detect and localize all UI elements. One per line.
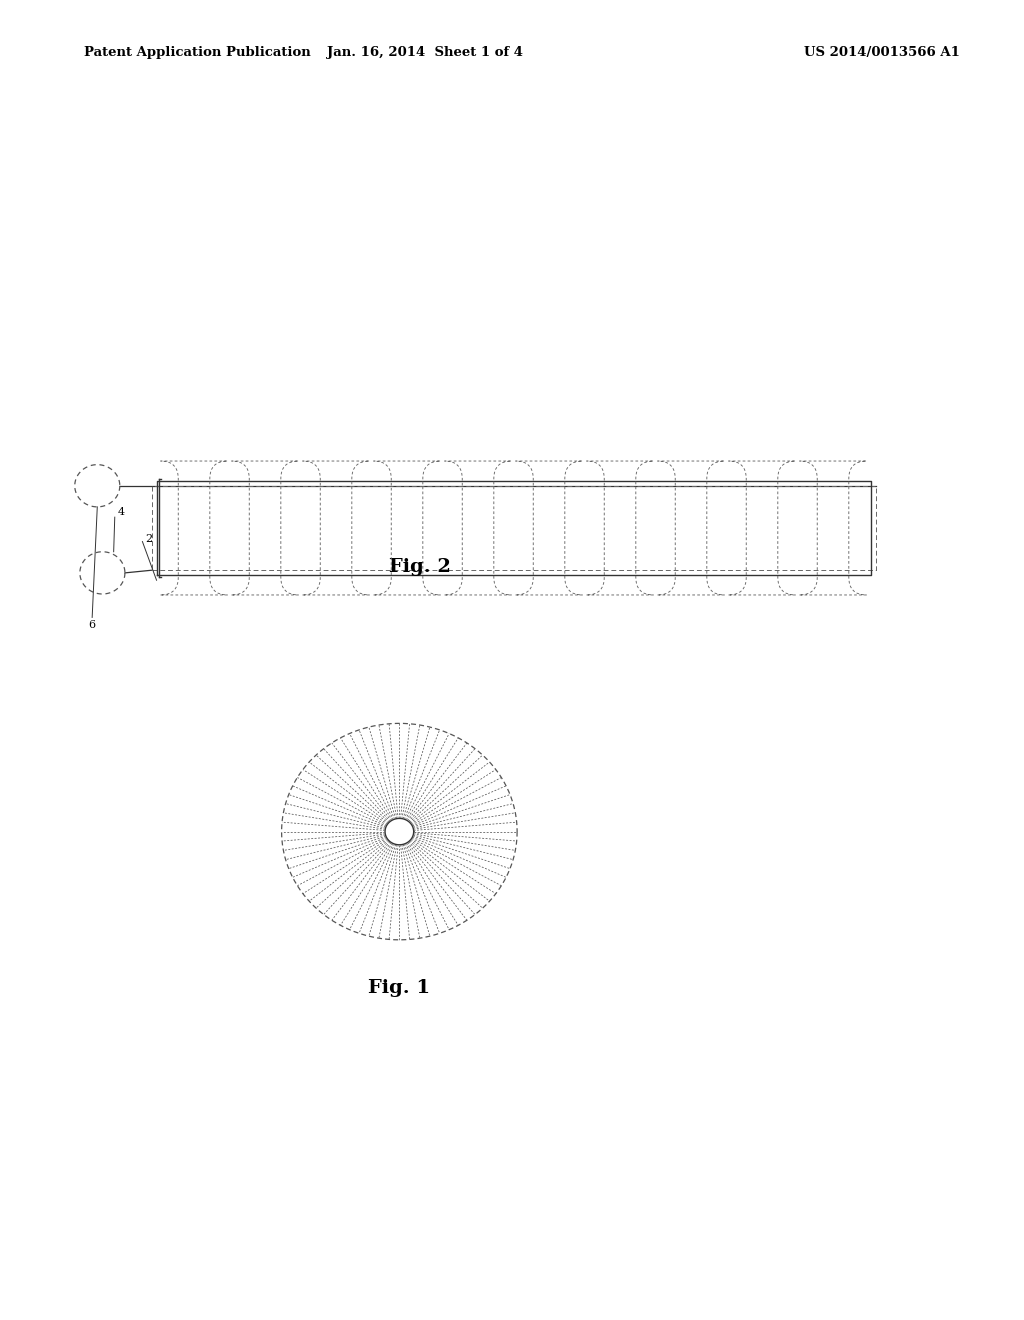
Text: Patent Application Publication: Patent Application Publication <box>84 46 310 59</box>
Text: Fig. 1: Fig. 1 <box>369 979 430 998</box>
Text: Jan. 16, 2014  Sheet 1 of 4: Jan. 16, 2014 Sheet 1 of 4 <box>327 46 523 59</box>
Text: 2: 2 <box>145 533 153 544</box>
Text: 6: 6 <box>89 620 95 631</box>
Text: 4: 4 <box>118 507 125 517</box>
Text: US 2014/0013566 A1: US 2014/0013566 A1 <box>804 46 959 59</box>
Text: Fig. 2: Fig. 2 <box>389 558 451 577</box>
Polygon shape <box>385 818 414 845</box>
